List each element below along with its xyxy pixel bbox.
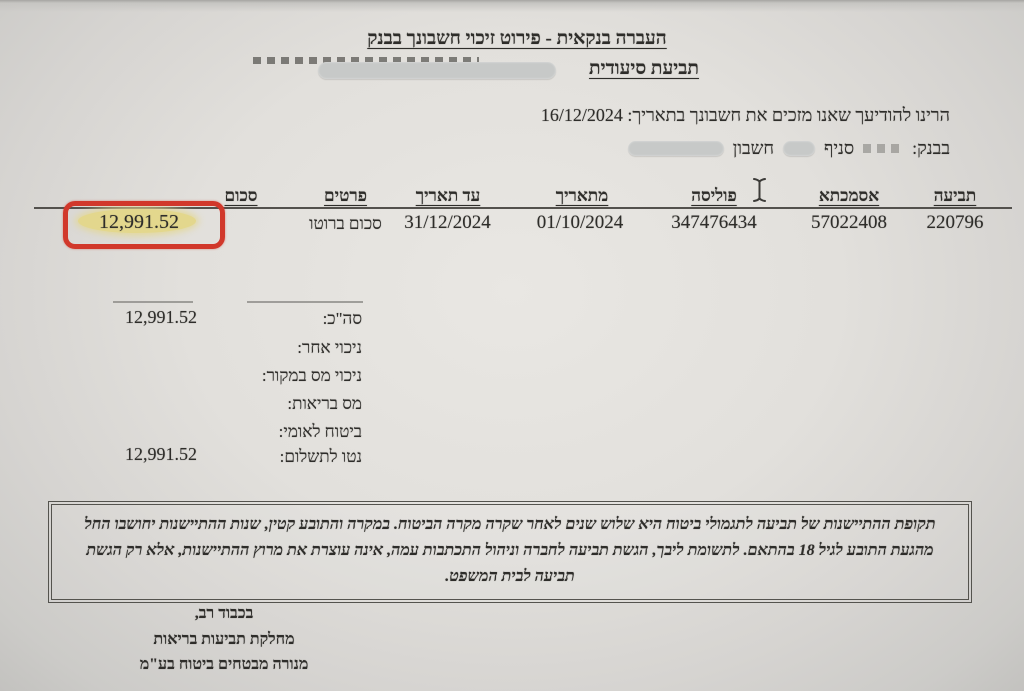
credit-notice-text: הרינו להודיעך שאנו מזכים את חשבונך בתארי…	[627, 105, 950, 125]
credit-notice-line: הרינו להודיעך שאנו מזכים את חשבונך בתארי…	[541, 105, 950, 126]
cell-policy-number: 347476434	[671, 212, 757, 233]
account-label: חשבון	[732, 138, 775, 158]
redacted-digits-remnant	[253, 57, 479, 64]
summary-label-tax-at-source: ניכוי מס במקור:	[261, 366, 362, 385]
redaction-pill-account	[627, 141, 724, 156]
text-cursor-icon	[752, 177, 767, 208]
redaction-pill-branch	[783, 141, 816, 156]
disclaimer-text: תקופת ההתיישנות של תביעה לתגמולי ביטוח ה…	[51, 504, 969, 600]
branch-label: סניף	[824, 138, 855, 158]
signature-company: מנורה מבטחים ביטוח בע"מ	[139, 656, 309, 673]
credit-date: 16/12/2024	[540, 105, 623, 125]
col-header-details: פרטים	[324, 186, 367, 205]
redaction-pill-claim-number	[318, 62, 556, 79]
cell-gross-amount: 12,991.52	[99, 211, 179, 233]
col-header-from-date: מתאריך	[555, 186, 609, 205]
col-header-to-date: עד תאריך	[415, 186, 481, 205]
bank-label: בבנק:	[912, 138, 950, 158]
table-header-rule	[34, 207, 1012, 209]
summary-label-net-payment: נטו לתשלום:	[279, 447, 362, 466]
cell-details-gross: סכום ברוטו	[309, 214, 382, 233]
summary-label-health-tax: מס בריאות:	[287, 394, 362, 413]
col-header-claim: תביעה	[933, 186, 977, 205]
col-header-amount: סכום	[224, 186, 258, 205]
cell-claim-number: 220796	[926, 212, 984, 233]
summary-value-net-payment: 12,991.52	[125, 444, 197, 464]
yellow-highlight	[78, 209, 196, 233]
cell-from-date: 01/10/2024	[536, 212, 624, 233]
red-highlight-box	[63, 201, 225, 249]
summary-label-other-deduction: ניכוי אחר:	[297, 338, 362, 357]
col-header-policy: פוליסה	[691, 186, 737, 205]
signature-department: מחלקת תביעות בריאות	[153, 630, 295, 648]
disclaimer-box: תקופת ההתיישנות של תביעה לתגמולי ביטוח ה…	[48, 501, 972, 603]
redaction-bank-name	[863, 144, 904, 153]
bank-details-line: בבנק: סניף חשבון	[627, 138, 950, 159]
cell-to-date: 31/12/2024	[404, 212, 491, 233]
summary-label-overline	[247, 301, 363, 303]
col-header-reference: אסמכתא	[818, 186, 880, 205]
signature-block: בכבוד רב, מחלקת תביעות בריאות מנורה מבטח…	[118, 601, 330, 678]
document-subtitle: תביעת סיעודית	[589, 58, 699, 79]
cell-reference: 57022408	[811, 212, 887, 233]
summary-label-total: סה"כ:	[322, 309, 362, 328]
signature-closing: בכבוד רב,	[194, 605, 254, 622]
document-title: העברה בנקאית - פירוט זיכוי חשבונך בבנק	[367, 28, 667, 49]
summary-value-overline	[113, 301, 193, 303]
summary-value-total: 12,991.52	[125, 307, 197, 327]
summary-label-national-insurance: ביטוח לאומי:	[278, 422, 362, 441]
